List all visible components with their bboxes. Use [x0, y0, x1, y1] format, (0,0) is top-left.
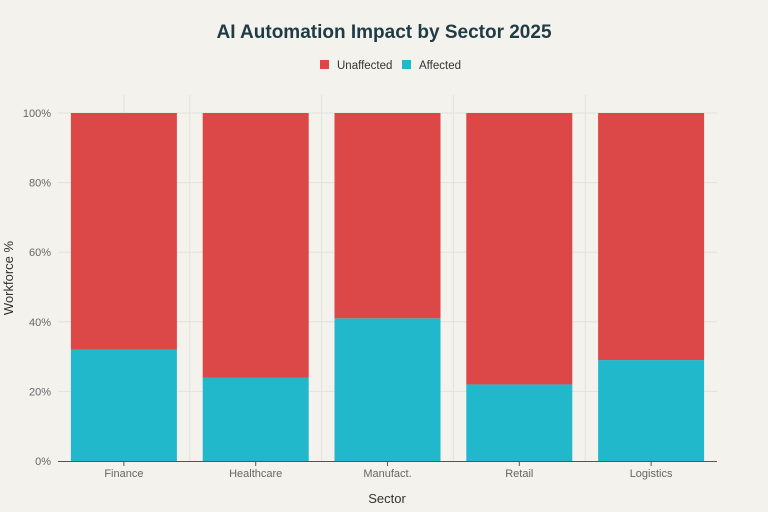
x-axis: Finance Healthcare Manufact. Retail Logistic… [58, 461, 717, 480]
x-tick-label: Retail [505, 468, 533, 480]
bar-unaffected-healthcare [202, 113, 309, 378]
legend-label-affected: Affected [419, 60, 461, 72]
bar-affected-retail [466, 384, 573, 461]
bar-affected-finance [70, 349, 177, 461]
x-tick-label: Logistics [630, 468, 673, 480]
y-tick-label: 80% [29, 178, 51, 190]
bar-affected-manufact [334, 318, 441, 461]
x-tick-label: Finance [104, 468, 143, 480]
chart-title: AI Automation Impact by Sector 2025 [216, 22, 551, 43]
x-axis-title: Sector [368, 491, 406, 506]
y-tick-label: 20% [29, 386, 51, 398]
x-tick-label: Healthcare [229, 468, 282, 480]
y-tick-label: 0% [35, 456, 51, 468]
y-tick-label: 60% [29, 247, 51, 259]
y-axis-title: Workforce % [1, 240, 16, 315]
bars [70, 113, 705, 461]
y-tick-label: 40% [29, 317, 51, 329]
bar-unaffected-retail [466, 113, 573, 385]
bar-unaffected-logistics [598, 113, 705, 361]
y-axis: 0% 20% 40% 60% 80% 100% [23, 108, 51, 468]
bar-affected-healthcare [202, 377, 309, 461]
bar-unaffected-finance [70, 113, 177, 350]
bar-unaffected-manufact [334, 113, 441, 319]
legend-swatch-unaffected [320, 60, 329, 69]
legend-label-unaffected: Unaffected [337, 60, 392, 72]
bar-affected-logistics [598, 360, 705, 461]
legend: Unaffected Affected [320, 60, 461, 72]
legend-swatch-affected [402, 60, 411, 69]
y-tick-label: 100% [23, 108, 51, 120]
x-tick-label: Manufact. [363, 468, 411, 480]
